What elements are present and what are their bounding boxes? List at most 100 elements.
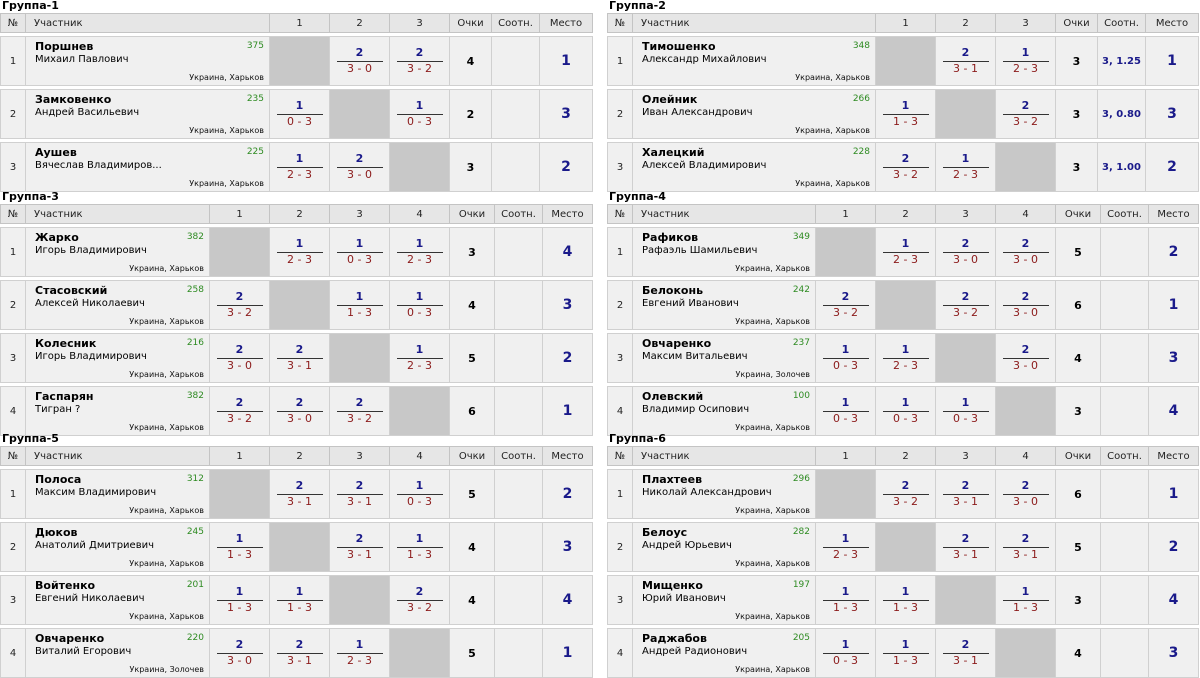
player-last-name[interactable]: Белоус xyxy=(642,526,688,539)
player-last-name[interactable]: Белоконь xyxy=(642,284,704,297)
player-cell[interactable]: Мищенко Юрий Иванович 197 Украина, Харьков xyxy=(632,575,816,625)
player-cell[interactable]: Халецкий Алексей Владимирович 228 Украина, … xyxy=(632,142,876,192)
player-last-name[interactable]: Овчаренко xyxy=(642,337,712,350)
player-cell[interactable]: Овчаренко Виталий Егорович 220 Украина, Зол… xyxy=(25,628,210,678)
player-cell[interactable]: Полоса Максим Владимирович 312 Украина, Хар… xyxy=(25,469,210,519)
player-cell[interactable]: Раджабов Андрей Радионович 205 Украина, Хар… xyxy=(632,628,816,678)
player-cell[interactable]: Жарко Игорь Владимирович 382 Украина, Харьк… xyxy=(25,227,210,277)
player-last-name[interactable]: Жарко xyxy=(35,231,79,244)
player-cell[interactable]: Овчаренко Максим Витальевич 237 Украина, Зо… xyxy=(632,333,816,383)
player-last-name[interactable]: Гаспарян xyxy=(35,390,94,403)
player-last-name[interactable]: Колесник xyxy=(35,337,97,350)
player-cell[interactable]: Поршнев Михаил Павлович 375 Украина, Харько… xyxy=(25,36,270,86)
player-last-name[interactable]: Аушев xyxy=(35,146,77,159)
player-last-name[interactable]: Олевский xyxy=(642,390,704,403)
player-last-name[interactable]: Мищенко xyxy=(642,579,703,592)
player-last-name[interactable]: Раджабов xyxy=(642,632,707,645)
player-cell[interactable]: Колесник Игорь Владимирович 216 Украина, Ха… xyxy=(25,333,210,383)
player-cell[interactable]: Гаспарян Тигран ? 382 Украина, Харьков xyxy=(25,386,210,436)
player-cell[interactable]: Стасовский Алексей Николаевич 258 Украина, … xyxy=(25,280,210,330)
player-cell[interactable]: Дюков Анатолий Дмитриевич 245 Украина, Харь… xyxy=(25,522,210,572)
player-last-name[interactable]: Халецкий xyxy=(642,146,705,159)
player-last-name[interactable]: Стасовский xyxy=(35,284,108,297)
player-cell[interactable]: Войтенко Евгений Николаевич 201 Украина, Ха… xyxy=(25,575,210,625)
player-cell[interactable]: Плахтеев Николай Александрович 296 Украина,… xyxy=(632,469,816,519)
player-last-name[interactable]: Плахтеев xyxy=(642,473,703,486)
player-last-name[interactable]: Тимошенко xyxy=(642,40,716,53)
player-last-name[interactable]: Олейник xyxy=(642,93,698,106)
player-cell[interactable]: Рафиков Рафаэль Шамильевич 349 Украина, Хар… xyxy=(632,227,816,277)
player-cell[interactable]: Олейник Иван Александрович 266 Украина, Хар… xyxy=(632,89,876,139)
player-cell[interactable]: Тимошенко Александр Михайлович 348 Украина,… xyxy=(632,36,876,86)
player-last-name[interactable]: Замковенко xyxy=(35,93,112,106)
player-cell[interactable]: Аушев Вячеслав Владимиров... 225 Украина, Х… xyxy=(25,142,270,192)
player-cell[interactable]: Белоус Андрей Юрьевич 282 Украина, Харьков xyxy=(632,522,816,572)
player-cell[interactable]: Олевский Владимир Осипович 100 Украина, Хар… xyxy=(632,386,816,436)
player-last-name[interactable]: Войтенко xyxy=(35,579,96,592)
player-last-name[interactable]: Полоса xyxy=(35,473,82,486)
player-last-name[interactable]: Поршнев xyxy=(35,40,94,53)
player-last-name[interactable]: Дюков xyxy=(35,526,78,539)
player-last-name[interactable]: Овчаренко xyxy=(35,632,105,645)
player-cell[interactable]: Белоконь Евгений Иванович 242 Украина, Харь… xyxy=(632,280,816,330)
